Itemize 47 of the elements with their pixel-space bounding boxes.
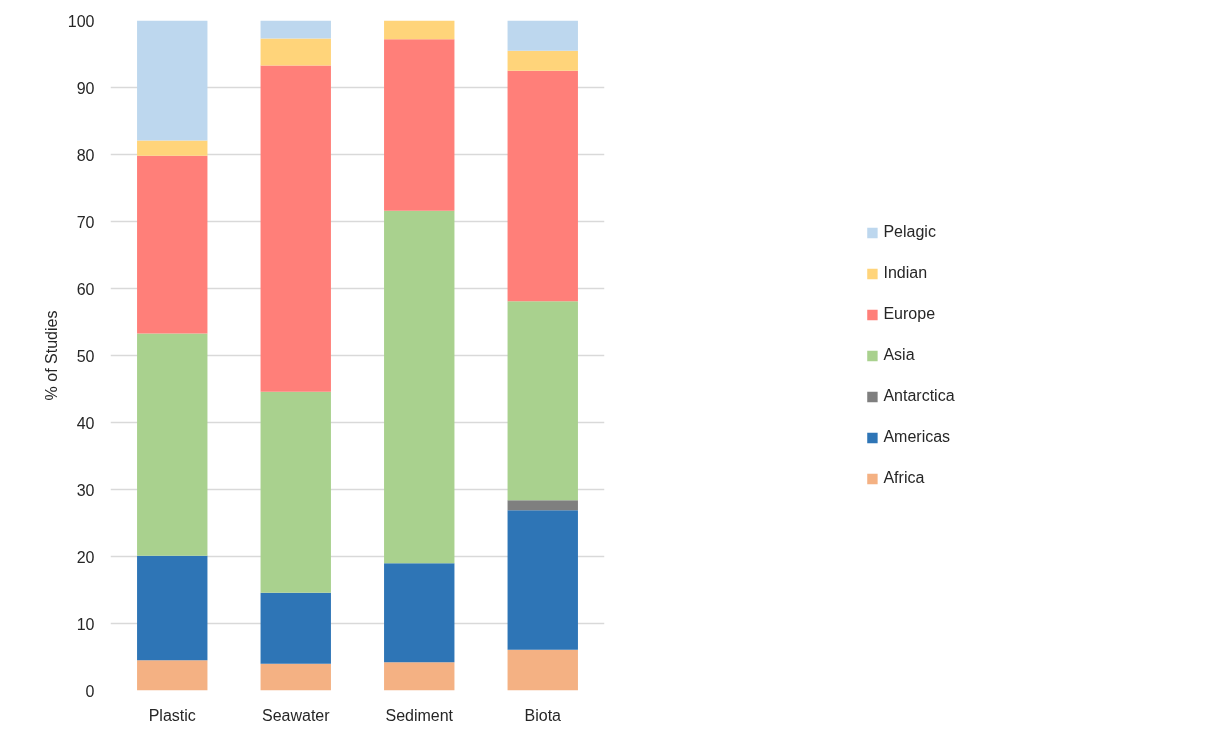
legend-label: Asia [883, 345, 915, 365]
bar [137, 660, 208, 691]
bar [260, 20, 331, 39]
x-tick-label: Seawater [261, 706, 331, 724]
bar [137, 140, 208, 156]
bar [384, 662, 455, 691]
y-tick-label: 10 [76, 615, 95, 633]
bar [507, 649, 578, 691]
legend-label: Africa [883, 468, 925, 488]
x-tick-label: Plastic [148, 706, 196, 724]
y-tick-label: 70 [76, 213, 95, 231]
legend-label: Americas [883, 427, 951, 447]
bar [507, 500, 578, 511]
bar [507, 20, 578, 51]
y-tick-label: 60 [76, 280, 95, 298]
bar [137, 555, 208, 661]
bar [260, 65, 331, 392]
y-axis-title: % of Studies [42, 310, 60, 401]
y-tick-label: 40 [76, 414, 95, 432]
y-tick-label: 30 [76, 481, 95, 499]
y-tick-label: 90 [76, 79, 95, 97]
bar [260, 391, 331, 593]
bar [137, 20, 208, 141]
y-tick-label: 100 [67, 12, 95, 30]
y-tick-label: 80 [76, 146, 95, 164]
bar [137, 155, 208, 334]
bar [260, 38, 331, 66]
bar [384, 39, 455, 211]
y-tick-label: 50 [76, 347, 95, 365]
y-tick-label: 20 [76, 548, 95, 566]
x-tick-label: Sediment [385, 706, 454, 724]
bar [507, 70, 578, 302]
legend-label: Antarctica [883, 386, 955, 406]
legend-label: Europe [883, 304, 936, 324]
bar [384, 20, 455, 40]
bar [507, 301, 578, 501]
bar [260, 663, 331, 691]
bar [260, 592, 331, 664]
bar [384, 563, 455, 663]
legend-label: Pelagic [883, 222, 936, 242]
legend-label: Indian [883, 263, 928, 283]
x-tick-label: Biota [524, 706, 562, 724]
bar [507, 50, 578, 71]
bar [384, 210, 455, 564]
bar [507, 510, 578, 650]
bar [137, 333, 208, 556]
y-tick-label: 0 [85, 682, 95, 700]
